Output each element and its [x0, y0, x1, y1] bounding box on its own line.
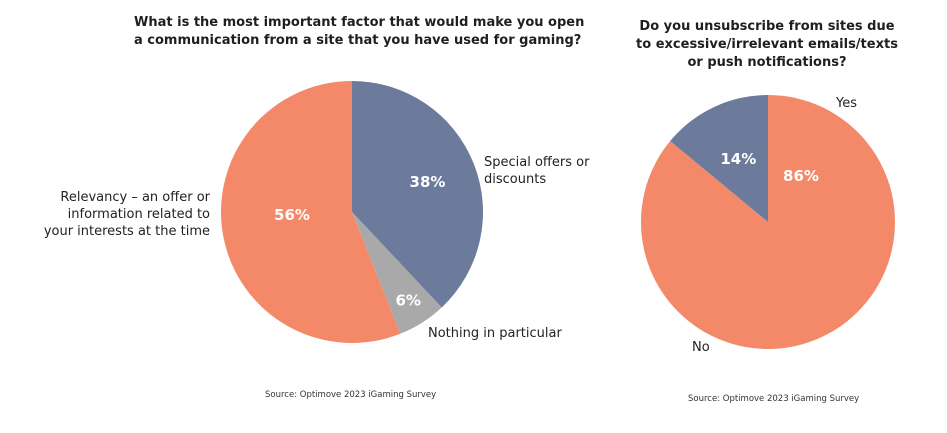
right-chart-title-line: to excessive/irrelevant emails/texts: [636, 37, 898, 52]
right-chart-title-line: Do you unsubscribe from sites due: [639, 19, 895, 34]
right-chart-source: Source: Optimove 2023 iGaming Survey: [688, 394, 860, 404]
slice-label-line: Special offers or: [484, 155, 590, 170]
left-chart-source: Source: Optimove 2023 iGaming Survey: [265, 390, 437, 400]
slice-label-line: Yes: [836, 96, 857, 111]
slice-label-special-offers: Special offers or discounts: [484, 154, 589, 188]
slice-label-line: No: [692, 340, 710, 355]
pie-value-label-relevancy: 56%: [274, 206, 310, 224]
pie-slice-no: [670, 94, 768, 222]
slice-label-relevancy: Relevancy – an offer or information rela…: [40, 189, 210, 240]
slice-label-nothing: Nothing in particular: [428, 325, 562, 342]
pie-value-label-no: 14%: [720, 150, 756, 168]
pie-value-label-nothing: 6%: [395, 292, 420, 310]
slice-label-no: No: [692, 339, 710, 356]
left-chart-title: What is the most important factor that w…: [134, 14, 585, 50]
slice-label-line: discounts: [484, 172, 547, 187]
slice-label-yes: Yes: [836, 95, 857, 112]
left-chart-title-line: a communication from a site that you hav…: [134, 33, 582, 48]
slice-label-line: Relevancy – an offer or: [60, 190, 210, 205]
pie-slice-relevancy: [220, 81, 401, 344]
right-chart-title: Do you unsubscribe from sites due to exc…: [632, 18, 902, 72]
left-chart-title-line: What is the most important factor that w…: [134, 15, 585, 30]
slice-label-line: Nothing in particular: [428, 326, 562, 341]
pie-slice-nothing: [352, 212, 442, 334]
slice-label-line: information related to: [67, 207, 210, 222]
pie-slice-special-offers: [352, 81, 483, 308]
pie-value-label-yes: 86%: [783, 167, 819, 185]
pie-slice-yes: [640, 95, 895, 350]
right-chart-title-line: or push notifications?: [687, 55, 847, 70]
slice-label-line: your interests at the time: [43, 224, 210, 239]
pie-value-label-special-offers: 38%: [410, 173, 446, 191]
